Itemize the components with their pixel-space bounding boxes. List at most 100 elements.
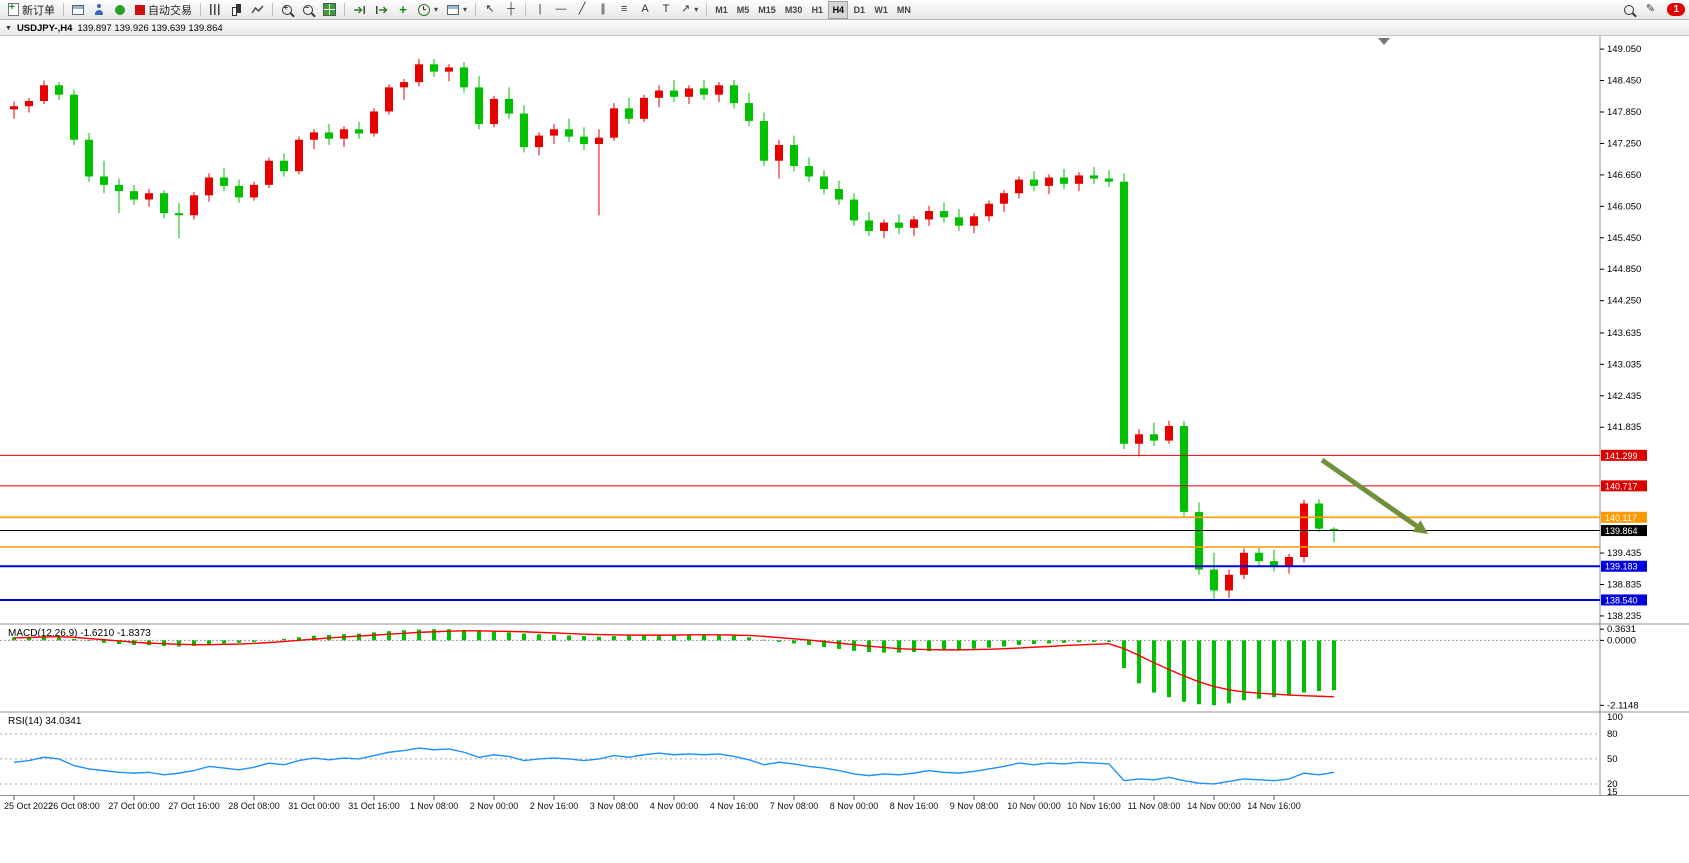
toolbar-separator (272, 3, 273, 16)
candle-body (385, 87, 393, 112)
candle-body (445, 67, 453, 72)
candle-body (775, 145, 783, 161)
crosshair-button[interactable]: ┼ (501, 1, 521, 19)
indicators-button[interactable]: + (393, 1, 413, 19)
timeframe-d1-button[interactable]: D1 (849, 1, 869, 19)
chart-shift-button[interactable] (371, 1, 392, 19)
edit-button[interactable]: ✎ (1640, 1, 1660, 19)
profiles-button[interactable] (89, 1, 109, 19)
fibonacci-button[interactable]: ≡ (614, 1, 634, 19)
candle-body (490, 98, 498, 125)
bar-chart-icon (209, 4, 221, 15)
timeframe-h1-button[interactable]: H1 (807, 1, 827, 19)
candlestick-chart-button[interactable] (226, 1, 246, 19)
candle-body (400, 82, 408, 88)
timeframe-h4-button[interactable]: H4 (828, 0, 849, 19)
candlestick-icon (231, 3, 242, 16)
auto-scroll-button[interactable] (349, 1, 370, 19)
trend-arrow[interactable] (1320, 457, 1428, 534)
svg-text:140.717: 140.717 (1605, 481, 1638, 491)
market-watch-button[interactable] (110, 1, 130, 19)
periods-button[interactable]: ▾ (414, 1, 442, 19)
candle-body (925, 211, 933, 220)
symbol-dropdown-icon[interactable]: ▼ (5, 24, 12, 32)
timeframe-m5-button[interactable]: M5 (733, 1, 754, 19)
candle-body (265, 160, 273, 185)
svg-text:80: 80 (1607, 729, 1618, 740)
clock-icon (418, 3, 430, 16)
horizontal-line-icon: — (555, 3, 567, 15)
chevron-down-icon: ▾ (434, 5, 439, 14)
candle-body (955, 217, 963, 226)
timeframe-m1-button[interactable]: M1 (711, 1, 732, 19)
bar-chart-button[interactable] (205, 1, 225, 19)
svg-text:138.835: 138.835 (1607, 579, 1641, 590)
candle-body (880, 222, 888, 231)
chart-quote-line: 139.897 139.926 139.639 139.864 (77, 22, 223, 34)
svg-text:11 Nov 08:00: 11 Nov 08:00 (1128, 801, 1181, 811)
new-order-icon (8, 2, 19, 16)
cursor-button[interactable]: ↖ (480, 1, 500, 19)
timeframe-m30-button[interactable]: M30 (781, 1, 807, 19)
trading-chart[interactable]: 149.050 148.450 147.850 147.250 146.650 146.0… (0, 36, 1689, 863)
svg-text:1 Nov 08:00: 1 Nov 08:00 (410, 801, 459, 811)
candle-body (1015, 179, 1023, 194)
pencil-icon: ✎ (1645, 3, 1656, 15)
candle-body (550, 129, 558, 136)
zoom-in-button[interactable]: + (277, 1, 297, 19)
candle-body (1240, 552, 1248, 575)
arrows-tool-button[interactable]: ↗ ▾ (677, 1, 702, 19)
toolbar-separator (706, 3, 708, 16)
candle-body (250, 184, 258, 198)
auto-trading-button[interactable]: 自动交易 (131, 1, 196, 19)
candle-body (1030, 179, 1038, 186)
candle-body (1165, 425, 1173, 441)
macd-signal-line (13, 630, 1335, 698)
notification-badge[interactable]: 1 (1667, 3, 1685, 16)
svg-text:10 Nov 16:00: 10 Nov 16:00 (1067, 801, 1121, 811)
chart-window-icon (72, 4, 84, 15)
chart-shift-icon (376, 5, 388, 14)
templates-button[interactable]: ▾ (443, 1, 471, 19)
line-chart-button[interactable] (247, 1, 268, 19)
candles-layer[interactable] (10, 59, 1338, 601)
horizontal-lines[interactable]: 141.299 140.717 140.117 139.183 138.540 (0, 449, 1647, 606)
candle-body (340, 129, 348, 139)
horizontal-line-button[interactable]: — (551, 1, 571, 19)
candle-body (850, 199, 858, 221)
new-order-button[interactable]: 新订单 (4, 1, 59, 19)
auto-trading-icon (135, 4, 145, 15)
chevron-down-icon: ▾ (463, 5, 468, 14)
vertical-line-icon: | (538, 3, 542, 15)
tile-windows-button[interactable] (319, 1, 340, 19)
candle-body (865, 220, 873, 231)
svg-text:27 Oct 16:00: 27 Oct 16:00 (168, 801, 220, 811)
zoom-out-button[interactable]: − (298, 1, 318, 19)
candle-body (145, 193, 153, 200)
candle-body (1090, 175, 1098, 179)
label-button[interactable]: T (656, 1, 676, 19)
svg-text:149.050: 149.050 (1607, 44, 1641, 55)
timeframe-m15-button[interactable]: M15 (754, 1, 780, 19)
candle-body (1060, 177, 1068, 184)
svg-text:138.235: 138.235 (1607, 611, 1641, 622)
timeframe-w1-button[interactable]: W1 (870, 1, 892, 19)
candle-body (130, 191, 138, 200)
candle-body (970, 216, 978, 226)
channel-button[interactable]: ∥ (593, 1, 613, 19)
svg-text:2 Nov 00:00: 2 Nov 00:00 (470, 801, 519, 811)
candle-body (580, 136, 588, 144)
svg-text:28 Oct 08:00: 28 Oct 08:00 (228, 801, 280, 811)
chart-window-button[interactable] (68, 1, 88, 19)
timeframe-mn-button[interactable]: MN (893, 1, 915, 19)
macd-panel: MACD(12,26,9) -1.6210 -1.8373 0.36310.000… (0, 624, 1639, 711)
trendline-button[interactable]: ╱ (572, 1, 592, 19)
chart-shift-marker[interactable] (1378, 38, 1390, 45)
search-button[interactable] (1619, 1, 1639, 19)
rsi-label: RSI(14) 34.0341 (8, 716, 82, 727)
text-button[interactable]: A (635, 1, 655, 19)
search-icon (1624, 4, 1635, 15)
vertical-line-button[interactable]: | (530, 1, 550, 19)
